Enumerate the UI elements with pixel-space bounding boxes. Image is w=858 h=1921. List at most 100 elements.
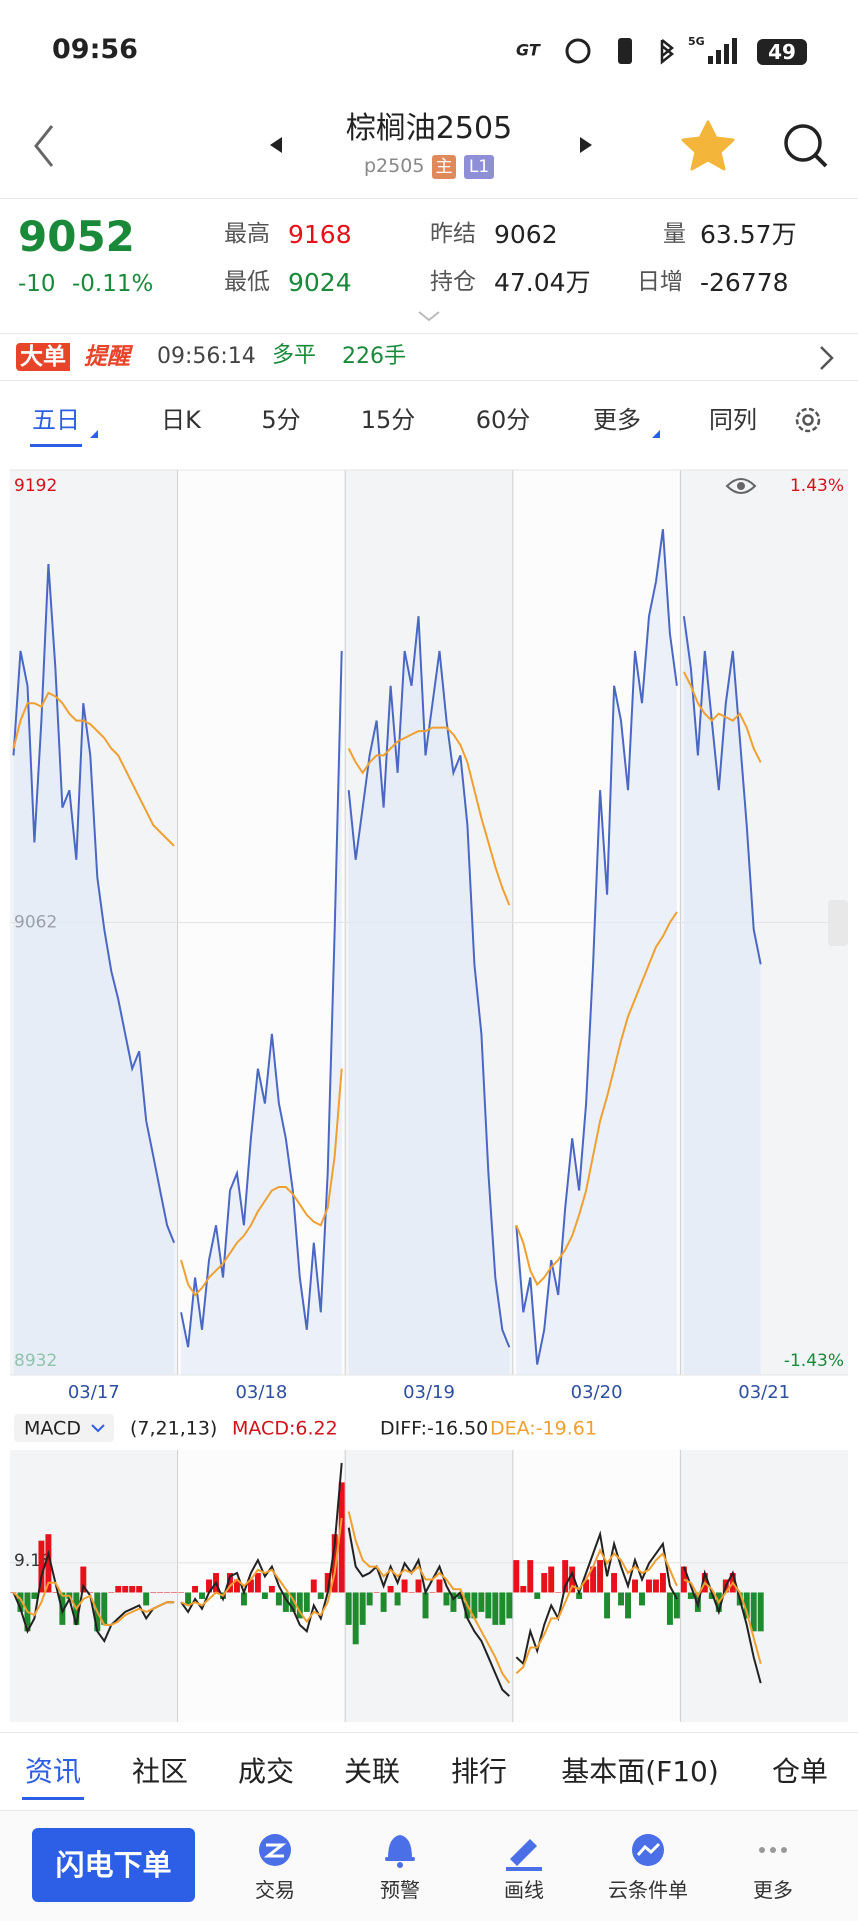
- macd-bar: [541, 1573, 548, 1593]
- tab[interactable]: 更多: [593, 406, 641, 434]
- price-area: [348, 616, 510, 1375]
- alert-volume: 226手: [342, 344, 406, 369]
- bottom-tab[interactable]: 基本面(F10): [561, 1755, 719, 1788]
- battery: 49: [757, 39, 807, 65]
- header-icons: [34, 120, 828, 171]
- macd-bar: [387, 1586, 394, 1593]
- dea-line: [347, 1511, 511, 1684]
- macd-bar: [80, 1566, 87, 1593]
- settings[interactable]: [790, 402, 826, 438]
- macd-bar: [296, 1592, 303, 1619]
- macd-bar: [625, 1592, 631, 1619]
- tab-decor: [30, 430, 660, 447]
- status-time: 09:56: [52, 34, 138, 65]
- nav-icons: [259, 1834, 787, 1871]
- macd-label: DIFF:-16.50: [380, 1418, 488, 1440]
- macd-bar: [506, 1592, 513, 1619]
- tab[interactable]: 五日: [32, 406, 80, 434]
- dea-line: [12, 1581, 175, 1626]
- price-line: [180, 650, 343, 1348]
- macd-bar: [499, 1592, 506, 1625]
- macd-bar: [101, 1592, 108, 1625]
- nav-item[interactable]: 画线: [504, 1878, 544, 1902]
- macd-bar: [345, 1592, 352, 1625]
- macd-bar: [639, 1592, 645, 1606]
- dea-line: [515, 1548, 678, 1675]
- stat-label: 日增: [637, 269, 683, 295]
- eye-icon: [725, 478, 757, 494]
- macd-bar: [415, 1579, 422, 1593]
- diff-line: [180, 1462, 343, 1634]
- macd-bar: [115, 1586, 122, 1593]
- macd-bar: [450, 1592, 457, 1612]
- macd-bar: [150, 1592, 157, 1593]
- diff-line: [515, 1530, 678, 1666]
- macd-bar: [185, 1592, 192, 1606]
- nav-item[interactable]: 更多: [753, 1878, 793, 1902]
- stat-label: 昨结: [430, 221, 476, 247]
- macd-bar: [52, 1592, 59, 1593]
- macd-bar: [227, 1573, 233, 1593]
- divider: [0, 333, 858, 334]
- nav-item[interactable]: 预警: [380, 1878, 420, 1902]
- macd-bar: [520, 1586, 527, 1593]
- bottom-tab[interactable]: 排行: [450, 1755, 507, 1788]
- favorite[interactable]: [681, 120, 735, 171]
- tab[interactable]: 同列: [709, 406, 757, 434]
- macd-bar: [157, 1592, 164, 1593]
- macd-bar: [708, 1592, 715, 1599]
- price-area: [683, 616, 761, 1375]
- expand[interactable]: [415, 308, 443, 324]
- bottom-tab[interactable]: 仓单: [771, 1755, 828, 1788]
- nav-item[interactable]: 交易: [255, 1878, 295, 1902]
- divider: [0, 380, 858, 381]
- macd-bar: [289, 1592, 296, 1612]
- macd-bar: [401, 1579, 408, 1593]
- bottom-tab[interactable]: 社区: [131, 1755, 188, 1788]
- change-pct: -0.11%: [72, 271, 154, 297]
- quick-order[interactable]: 闪电下单: [32, 1828, 195, 1902]
- alert-more[interactable]: [815, 343, 839, 373]
- tab[interactable]: 5分: [261, 406, 301, 434]
- tab[interactable]: 60分: [475, 406, 531, 434]
- dea-line: [683, 1578, 762, 1664]
- y-tick-label: 9192: [14, 476, 57, 496]
- macd-bar: [352, 1592, 359, 1645]
- y2-tick-label: -1.43%: [784, 1351, 844, 1371]
- y2-tick-label: 1.43%: [790, 476, 844, 496]
- macd-bar: [373, 1592, 380, 1593]
- macd-bar: [408, 1592, 415, 1593]
- macd-selector: [14, 1414, 114, 1442]
- alert-badge: 提醒: [84, 344, 130, 370]
- svg-text:GT: GT: [516, 41, 541, 60]
- tab[interactable]: 15分: [360, 406, 416, 434]
- next[interactable]: [580, 137, 592, 153]
- bottom-tab[interactable]: 资讯: [24, 1755, 81, 1788]
- back[interactable]: [34, 125, 54, 167]
- macd-bar: [317, 1592, 324, 1599]
- macd-bar: [87, 1592, 94, 1593]
- macd-bar: [359, 1592, 366, 1625]
- prev[interactable]: [270, 137, 282, 153]
- nav-item[interactable]: 云条件单: [608, 1878, 688, 1902]
- average-line: [515, 911, 678, 1287]
- bottom-tab[interactable]: 成交: [237, 1755, 294, 1788]
- code: p2505: [364, 155, 425, 177]
- macd-bar: [618, 1592, 625, 1606]
- macd-params: (7,21,13): [130, 1418, 217, 1440]
- price-area: [13, 564, 175, 1375]
- macd-bar: [471, 1592, 478, 1619]
- divider: [0, 1732, 858, 1733]
- tab[interactable]: 日K: [161, 406, 201, 434]
- macd-bar: [310, 1579, 317, 1593]
- diff-line: [347, 1527, 510, 1697]
- macd-bar: [436, 1579, 443, 1593]
- macd-bar: [513, 1560, 520, 1593]
- macd-bar: [632, 1579, 638, 1593]
- search[interactable]: [784, 124, 822, 162]
- average-line: [180, 1068, 343, 1297]
- macd-legend: MACD: [24, 1418, 81, 1440]
- bottom-tab[interactable]: 关联: [343, 1755, 400, 1788]
- macd-bar: [611, 1573, 618, 1593]
- alert-badge: 大单: [16, 343, 70, 371]
